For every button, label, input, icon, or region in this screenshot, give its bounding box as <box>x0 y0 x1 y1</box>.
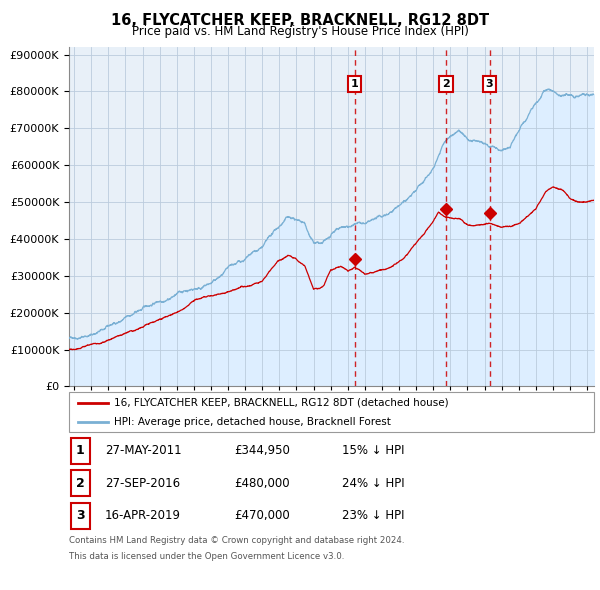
Text: 2: 2 <box>442 79 450 89</box>
Text: 24% ↓ HPI: 24% ↓ HPI <box>342 477 404 490</box>
Bar <box>71 470 90 496</box>
Text: 23% ↓ HPI: 23% ↓ HPI <box>342 509 404 522</box>
Text: Contains HM Land Registry data © Crown copyright and database right 2024.: Contains HM Land Registry data © Crown c… <box>69 536 404 545</box>
Text: 16-APR-2019: 16-APR-2019 <box>105 509 181 522</box>
Bar <box>71 503 90 529</box>
Text: 16, FLYCATCHER KEEP, BRACKNELL, RG12 8DT: 16, FLYCATCHER KEEP, BRACKNELL, RG12 8DT <box>111 13 489 28</box>
Text: This data is licensed under the Open Government Licence v3.0.: This data is licensed under the Open Gov… <box>69 552 344 561</box>
FancyBboxPatch shape <box>69 392 594 432</box>
Text: 2: 2 <box>76 477 85 490</box>
Text: 15% ↓ HPI: 15% ↓ HPI <box>342 444 404 457</box>
Text: £344,950: £344,950 <box>234 444 290 457</box>
Text: 27-MAY-2011: 27-MAY-2011 <box>105 444 182 457</box>
Bar <box>71 438 90 464</box>
Text: HPI: Average price, detached house, Bracknell Forest: HPI: Average price, detached house, Brac… <box>113 417 391 427</box>
Text: 27-SEP-2016: 27-SEP-2016 <box>105 477 180 490</box>
Text: 3: 3 <box>76 509 85 522</box>
Text: 3: 3 <box>486 79 493 89</box>
Text: £480,000: £480,000 <box>234 477 290 490</box>
Text: 16, FLYCATCHER KEEP, BRACKNELL, RG12 8DT (detached house): 16, FLYCATCHER KEEP, BRACKNELL, RG12 8DT… <box>113 398 448 408</box>
Text: 1: 1 <box>351 79 359 89</box>
Text: £470,000: £470,000 <box>234 509 290 522</box>
Text: Price paid vs. HM Land Registry's House Price Index (HPI): Price paid vs. HM Land Registry's House … <box>131 25 469 38</box>
Text: 1: 1 <box>76 444 85 457</box>
